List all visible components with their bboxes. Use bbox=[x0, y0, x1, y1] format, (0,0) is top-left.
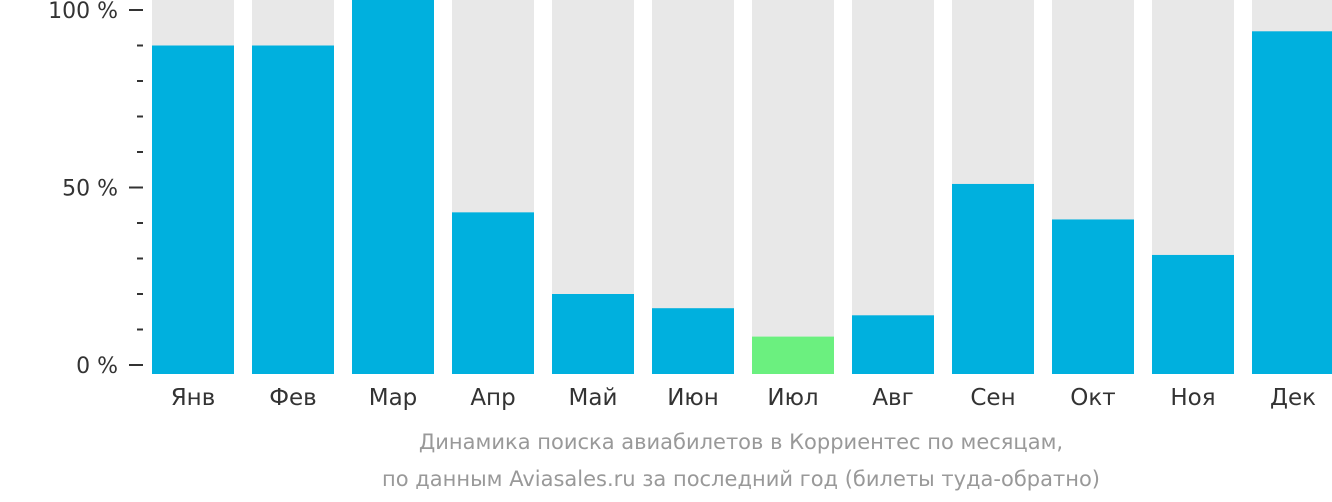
bar bbox=[652, 308, 734, 374]
bar bbox=[1252, 31, 1332, 375]
x-tick-label: Июл bbox=[767, 385, 818, 411]
x-tick-label: Авг bbox=[872, 385, 913, 411]
x-tick-label: Сен bbox=[970, 385, 1015, 411]
bar bbox=[552, 294, 634, 374]
chart-caption-line-1: Динамика поиска авиабилетов в Корриентес… bbox=[418, 430, 1064, 454]
x-tick-label: Янв bbox=[171, 385, 216, 411]
y-tick-label: 50 % bbox=[62, 177, 118, 202]
bar bbox=[452, 212, 534, 374]
y-tick-label: 0 % bbox=[76, 354, 118, 379]
x-tick-label: Дек bbox=[1270, 385, 1316, 411]
bar bbox=[352, 0, 434, 374]
y-tick-label: 100 % bbox=[48, 0, 118, 24]
bar bbox=[1052, 219, 1134, 374]
chart: 0 % 50 % 100 % Янв Фев Мар Апр Май Июн Июл Авг Сен… bbox=[48, 0, 1332, 411]
x-tick-label: Мар bbox=[369, 385, 418, 411]
bars bbox=[152, 0, 1332, 375]
x-tick-label: Ноя bbox=[1170, 385, 1215, 411]
bar bbox=[1152, 254, 1234, 374]
x-axis-labels: Янв Фев Мар Апр Май Июн Июл Авг Сен Окт Ноя Дек bbox=[171, 385, 1316, 411]
x-tick-label: Фев bbox=[269, 385, 317, 411]
bar-track bbox=[852, 0, 934, 374]
bar bbox=[952, 183, 1034, 374]
y-axis: 0 % 50 % 100 % bbox=[48, 0, 143, 379]
bar bbox=[852, 315, 934, 374]
x-tick-label: Июн bbox=[667, 385, 719, 411]
x-tick-label: Окт bbox=[1070, 385, 1115, 411]
x-tick-label: Май bbox=[569, 385, 618, 411]
bar-track bbox=[752, 0, 834, 374]
x-tick-label: Апр bbox=[470, 385, 515, 411]
bar bbox=[752, 336, 834, 374]
bar bbox=[252, 45, 334, 374]
bar bbox=[152, 45, 234, 374]
chart-caption-line-2: по данным Aviasales.ru за последний год … bbox=[382, 467, 1100, 491]
